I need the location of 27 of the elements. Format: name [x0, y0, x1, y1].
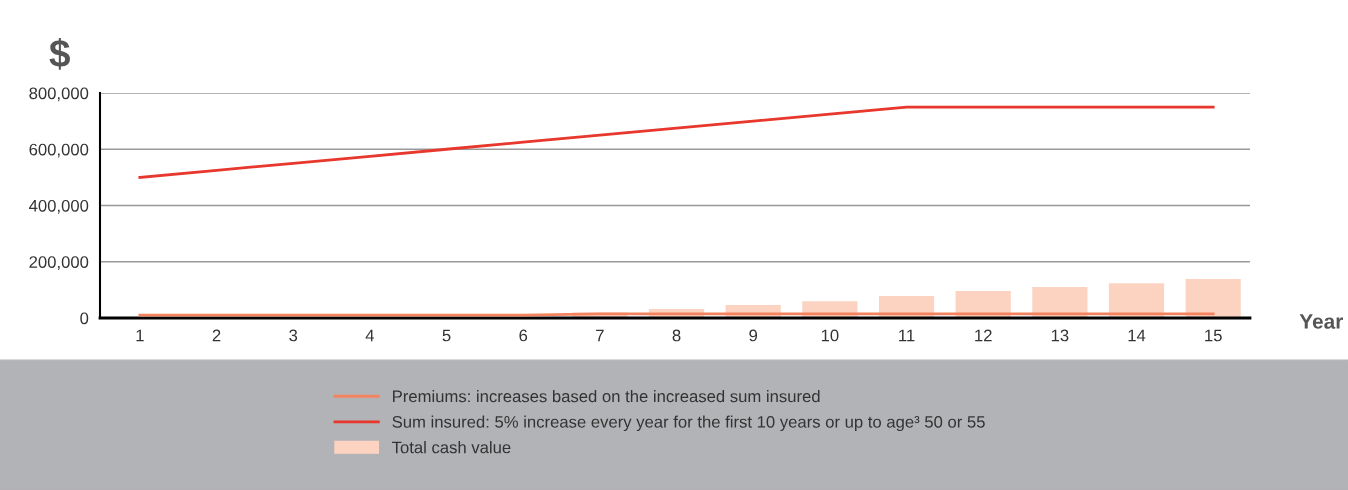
bar — [1185, 278, 1241, 318]
x-tick-label: 5 — [442, 329, 451, 342]
x-tick-label: 8 — [672, 329, 681, 342]
x-tick-label: 7 — [596, 329, 604, 342]
y-tick-label: 600,000 — [29, 143, 89, 158]
y-tick-label: 0 — [80, 312, 89, 325]
x-tick-label: 6 — [519, 329, 528, 342]
x-tick-label: 14 — [1128, 329, 1146, 342]
x-axis-title: Year — [1299, 314, 1343, 329]
legend-label: Sum insured: 5% increase every year for the first 10 years or up to age³ 50 or 55 — [392, 415, 985, 432]
legend-label: Total cash value — [392, 441, 511, 454]
y-axis-title: $ — [49, 38, 71, 70]
x-tick-label: 2 — [212, 329, 221, 342]
y-tick-label: 400,000 — [29, 199, 89, 214]
x-tick-label: 9 — [749, 329, 758, 342]
x-tick-label: 12 — [975, 329, 992, 342]
y-tick-label: 200,000 — [29, 256, 89, 270]
x-tick-label: 10 — [821, 329, 839, 342]
line-series — [138, 105, 1215, 179]
x-tick-label: 1 — [136, 329, 144, 342]
x-tick-label: 4 — [365, 329, 375, 342]
x-tick-label: 13 — [1051, 329, 1069, 342]
x-tick-label: 15 — [1205, 329, 1222, 342]
legend-label: Premiums: increases based on the increased sum insured — [393, 390, 820, 403]
y-tick-label: 800,000 — [29, 87, 89, 102]
x-tick-label: 3 — [289, 329, 298, 342]
x-tick-label: 11 — [899, 329, 915, 342]
